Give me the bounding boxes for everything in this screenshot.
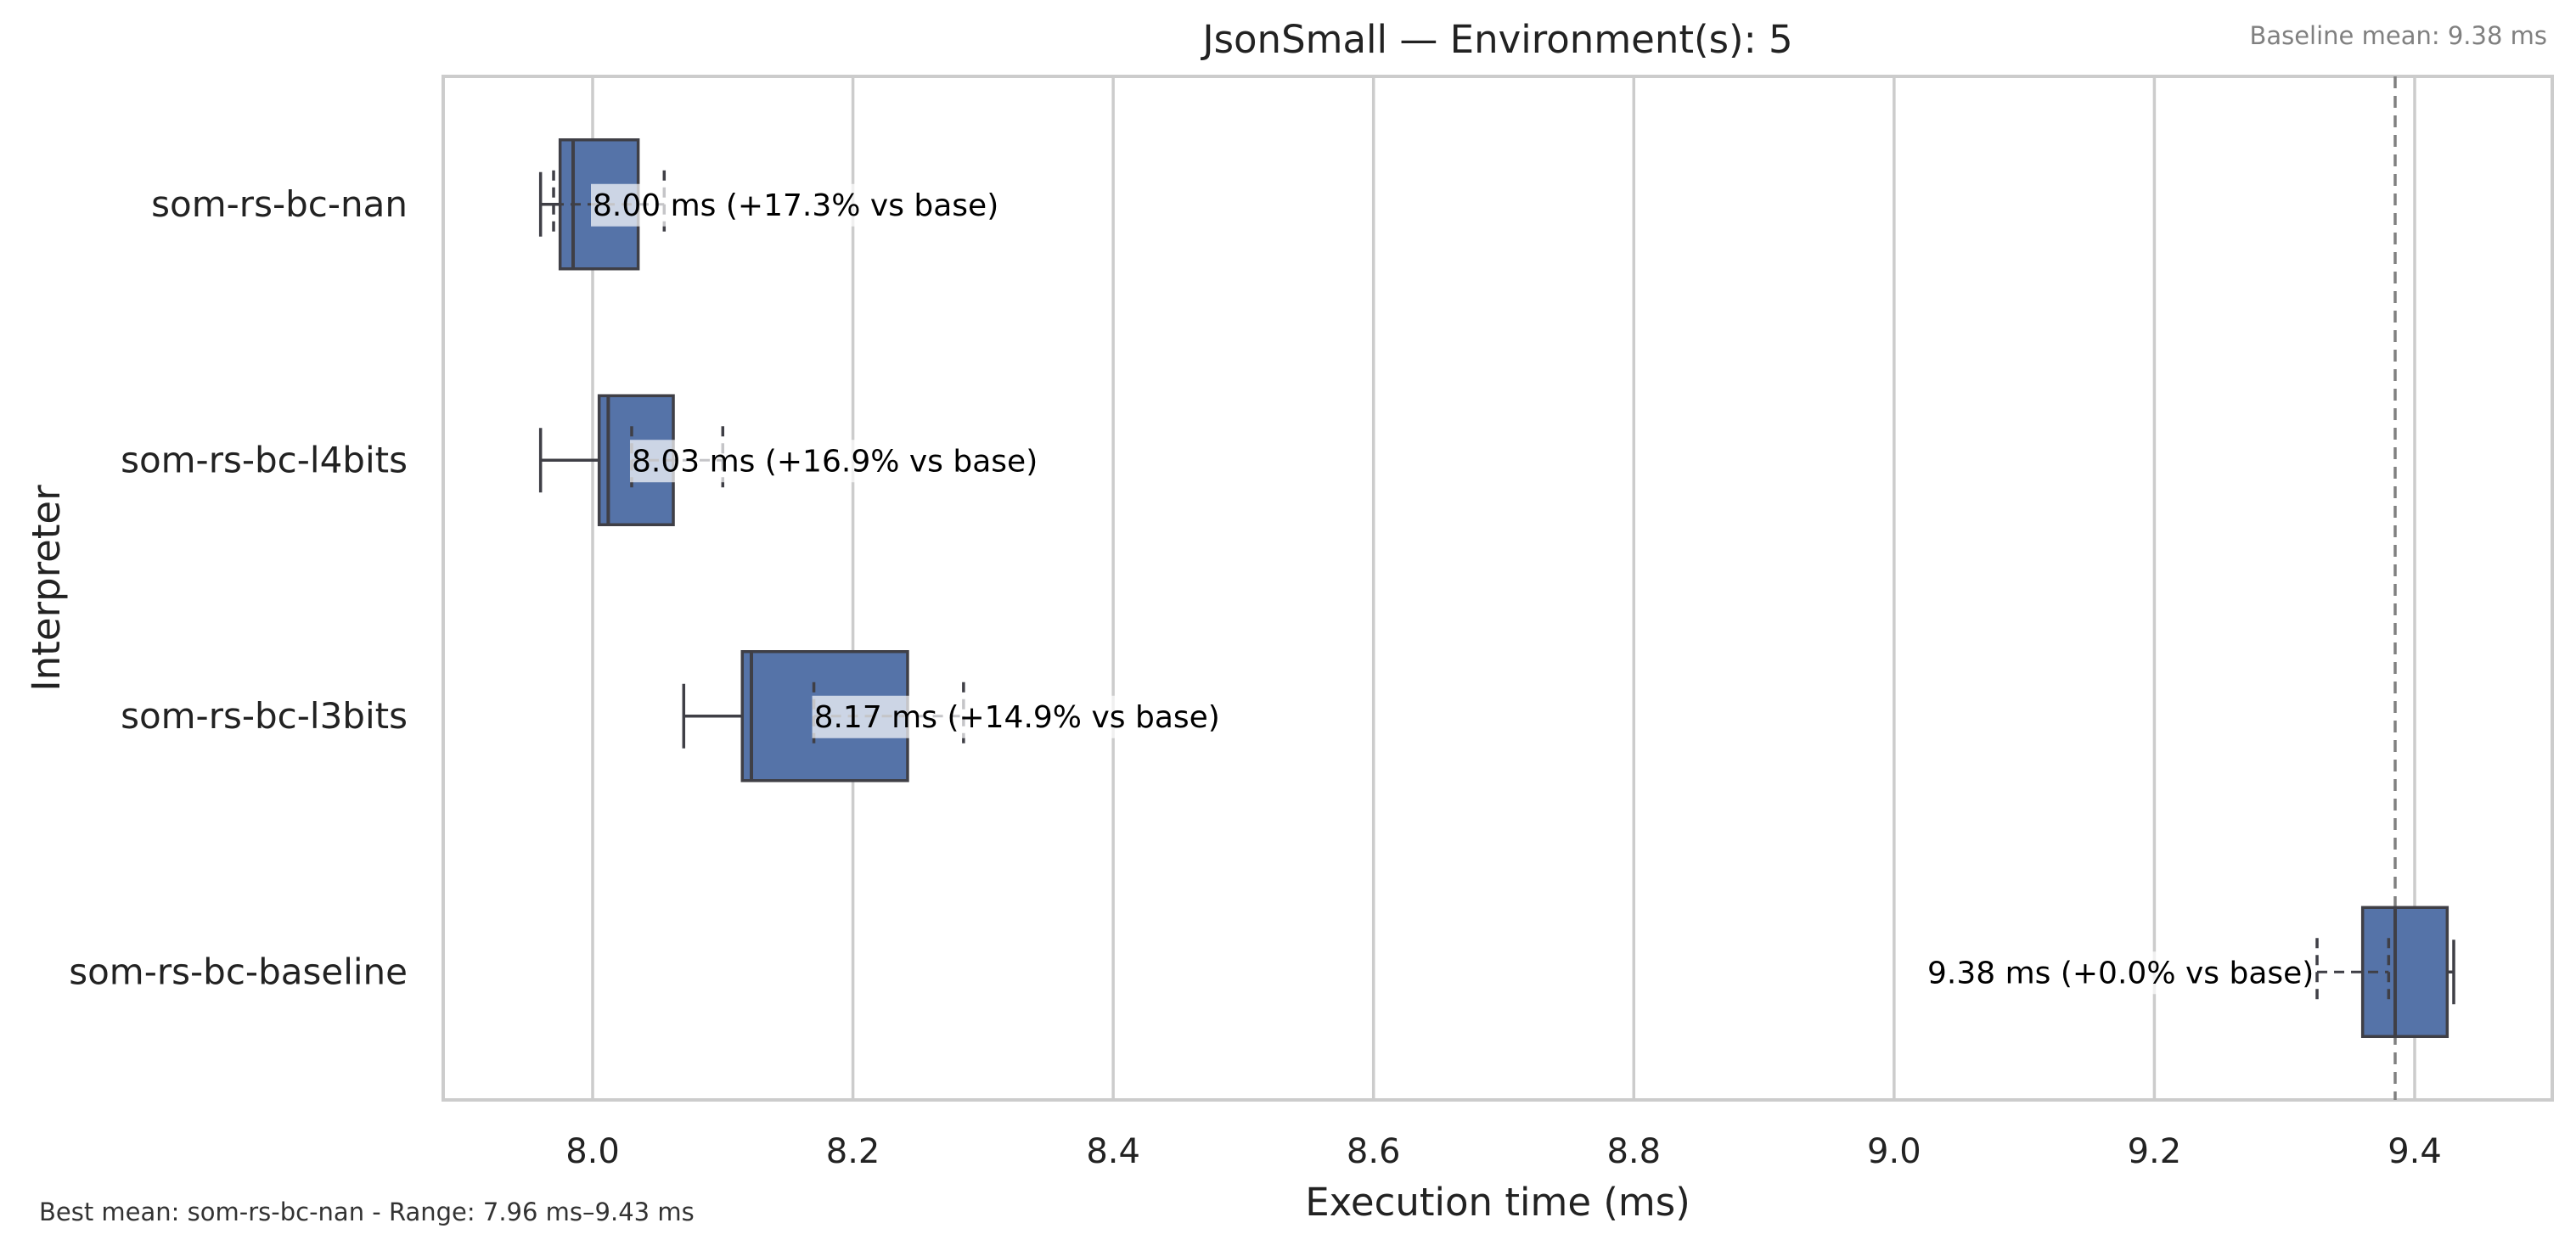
x-tick-label: 8.6 <box>1347 1132 1401 1171</box>
baseline-label: Baseline mean: 9.38 ms <box>2249 21 2547 50</box>
annotation-bg <box>1914 951 2314 995</box>
chart-title: JsonSmall — Environment(s): 5 <box>1200 17 1792 62</box>
x-tick-label: 8.8 <box>1606 1132 1661 1171</box>
annotation-bg <box>591 183 1007 227</box>
box-som-rs-bc-baseline <box>2315 906 2455 1038</box>
plot-area <box>442 75 2554 1102</box>
x-tick-labels: 8.0 8.2 8.4 8.6 8.8 9.0 9.2 9.4 <box>565 1132 2442 1171</box>
x-tick-label: 9.0 <box>1867 1132 1921 1171</box>
y-tick-label: som-rs-bc-l3bits <box>121 695 408 737</box>
mean-annotation: 8.03 ms (+16.9% vs base) <box>632 444 1038 479</box>
annotation-bg <box>812 695 1229 738</box>
y-axis-label: Interpreter <box>24 485 69 692</box>
x-axis-label: Execution time (ms) <box>1305 1180 1690 1225</box>
grid-lines <box>591 76 2416 1100</box>
annotations-layer: 8.00 ms (+17.3% vs base) 8.03 ms (+16.9% … <box>591 183 2314 995</box>
footer-note: Best mean: som-rs-bc-nan - Range: 7.96 m… <box>39 1198 695 1226</box>
mean-annotation: 8.17 ms (+14.9% vs base) <box>814 700 1220 735</box>
x-tick-label: 8.0 <box>565 1132 620 1171</box>
x-tick-label: 9.2 <box>2128 1132 2182 1171</box>
y-tick-label: som-rs-bc-nan <box>151 183 408 225</box>
annotation-bg <box>629 440 1046 483</box>
x-tick-label: 8.2 <box>826 1132 880 1171</box>
y-tick-labels: som-rs-bc-nan som-rs-bc-l4bits som-rs-bc-l… <box>69 183 408 993</box>
y-tick-label: som-rs-bc-l4bits <box>121 439 408 480</box>
x-tick-label: 9.4 <box>2388 1132 2442 1171</box>
y-tick-label: som-rs-bc-baseline <box>69 951 408 992</box>
mean-annotation: 9.38 ms (+0.0% vs base) <box>1927 956 2314 990</box>
x-tick-label: 8.4 <box>1086 1132 1140 1171</box>
mean-annotation: 8.00 ms (+17.3% vs base) <box>593 188 998 223</box>
